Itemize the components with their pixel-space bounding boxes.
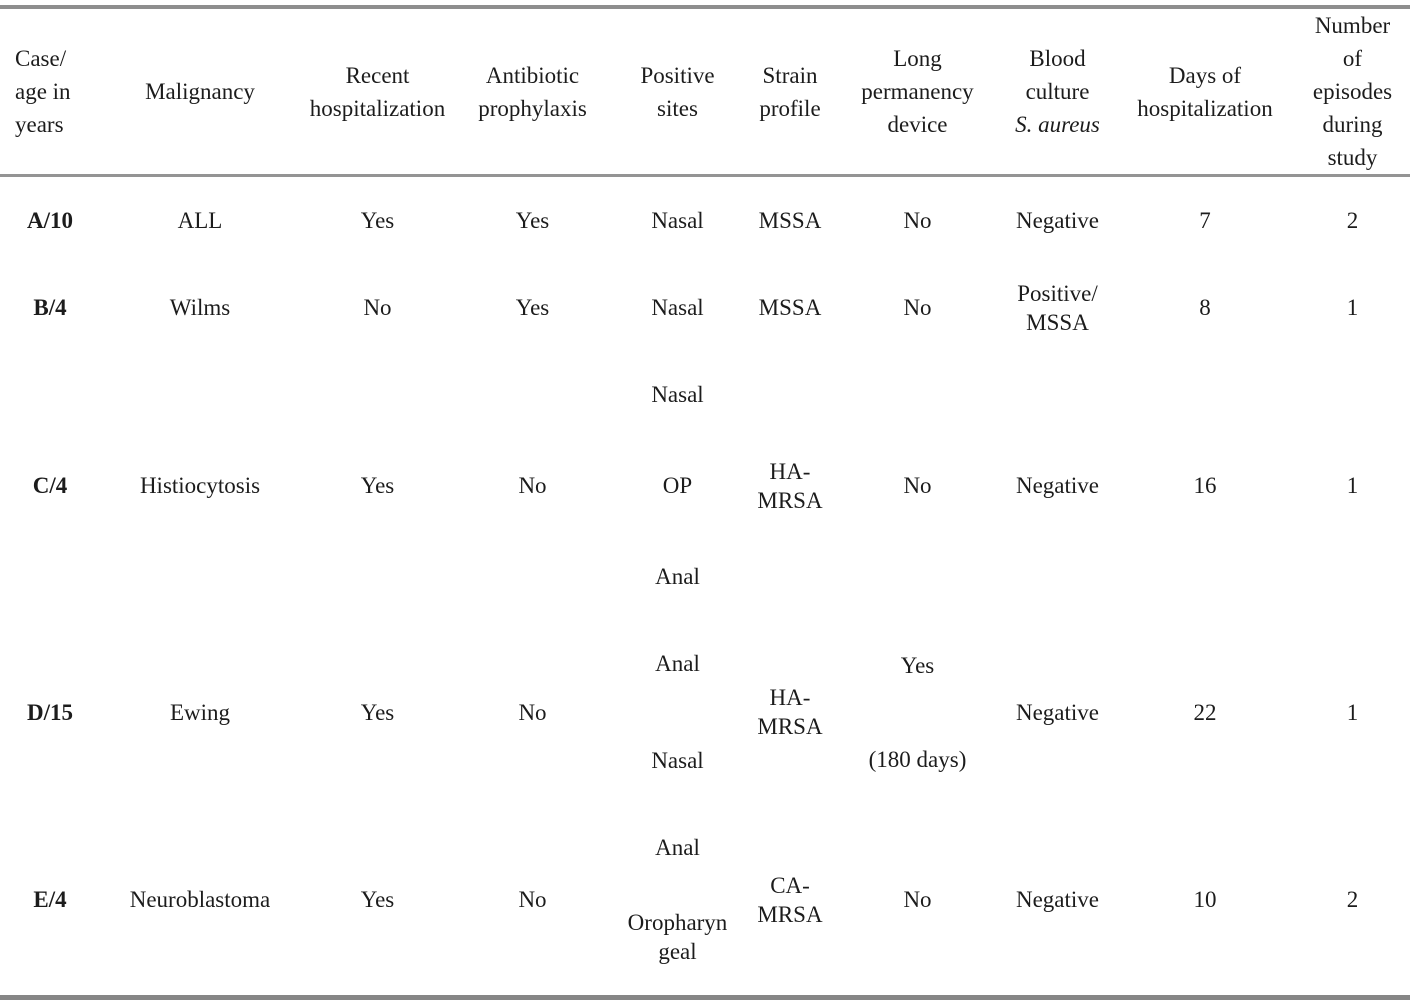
cell-days-of-hospitalization: 8 <box>1199 295 1211 320</box>
device-line: No <box>903 208 932 233</box>
cell-malignancy: Neuroblastoma <box>129 887 271 912</box>
cell-long-permanency-device: No <box>835 804 1000 998</box>
column-header-long-permanency-device: Long permanency device <box>861 46 974 137</box>
device-line: No <box>903 473 932 498</box>
cell-episodes: 2 <box>1346 887 1359 912</box>
cell-strain-profile: HA- MRSA <box>757 458 823 513</box>
cell-recent-hospitalization: No <box>363 295 392 320</box>
species-name-s-aureus: S. aureus <box>1015 112 1100 137</box>
site-line: Nasal <box>651 208 704 233</box>
column-header-case-age: Case/ age in years <box>15 46 71 137</box>
cell-case: E/4 <box>33 887 67 912</box>
cell-long-permanency-device: Yes (180 days) <box>835 620 1000 804</box>
site-line: Nasal <box>651 748 704 773</box>
cell-days-of-hospitalization: 16 <box>1193 473 1217 498</box>
cell-malignancy: ALL <box>177 208 223 233</box>
cell-long-permanency-device: No <box>835 264 1000 351</box>
cell-antibiotic-prophylaxis: Yes <box>515 208 550 233</box>
cell-case: C/4 <box>32 473 68 498</box>
table-row-case-e: E/4 Neuroblastoma Yes No Anal Oropharyn … <box>0 804 1410 998</box>
cell-malignancy: Wilms <box>169 295 231 320</box>
cell-blood-culture: Negative <box>1015 887 1099 912</box>
header-row: Case/ age in years Malignancy Recent hos… <box>0 7 1410 176</box>
cell-blood-culture: Positive/ MSSA <box>1017 280 1098 335</box>
cell-days-of-hospitalization: 10 <box>1193 887 1217 912</box>
cell-antibiotic-prophylaxis: No <box>518 699 547 725</box>
site-line: Anal <box>655 651 700 676</box>
cell-case: A/10 <box>27 208 73 233</box>
blood-culture-label: Blood culture <box>1025 46 1090 104</box>
cell-malignancy: Histiocytosis <box>139 473 261 498</box>
cell-recent-hospitalization: Yes <box>360 887 395 912</box>
site-line: Anal <box>655 835 700 860</box>
column-header-positive-sites: Positive sites <box>640 62 715 121</box>
cell-episodes: 1 <box>1346 473 1359 498</box>
cell-blood-culture: Negative <box>1015 699 1099 725</box>
cell-episodes: 1 <box>1346 699 1359 725</box>
site-line: OP <box>662 473 693 498</box>
column-header-days-of-hospitalization: Days of hospitalization <box>1137 62 1273 121</box>
patients-table: Case/ age in years Malignancy Recent hos… <box>0 5 1410 1000</box>
cell-strain-profile: HA- MRSA <box>757 685 823 739</box>
column-header-malignancy: Malignancy <box>145 79 255 104</box>
cell-antibiotic-prophylaxis: Yes <box>515 295 550 320</box>
column-header-antibiotic-prophylaxis: Antibiotic prophylaxis <box>478 62 587 121</box>
table-row-case-a: A/10 ALL Yes Yes Nasal MSSA No Negative … <box>0 176 1410 265</box>
cell-blood-culture: Negative <box>1015 208 1099 233</box>
device-line: Yes <box>900 652 935 678</box>
cell-positive-sites: Nasal <box>610 176 745 265</box>
cell-positive-sites: Nasal <box>610 264 745 351</box>
device-line: No <box>903 295 932 320</box>
table-row-case-c: C/4 Histiocytosis Yes No Nasal OP Anal H… <box>0 351 1410 620</box>
cell-days-of-hospitalization: 22 <box>1193 699 1217 725</box>
cell-malignancy: Ewing <box>169 699 231 725</box>
cell-case: D/15 <box>27 699 73 725</box>
cell-recent-hospitalization: Yes <box>360 699 395 725</box>
column-header-recent-hospitalization: Recent hospitalization <box>309 62 446 121</box>
cell-long-permanency-device: No <box>835 351 1000 620</box>
table-row-case-b: B/4 Wilms No Yes Nasal MSSA No Positive/… <box>0 264 1410 351</box>
site-line: Nasal <box>651 295 704 320</box>
cell-blood-culture: Negative <box>1015 473 1099 498</box>
cell-days-of-hospitalization: 7 <box>1199 208 1211 233</box>
column-header-blood-culture: Blood culture S. aureus <box>1000 7 1115 176</box>
cell-long-permanency-device: No <box>835 176 1000 265</box>
cell-strain-profile: MSSA <box>758 208 822 233</box>
cell-recent-hospitalization: Yes <box>360 208 395 233</box>
cell-antibiotic-prophylaxis: No <box>518 473 547 498</box>
cell-antibiotic-prophylaxis: No <box>518 887 547 912</box>
device-line: No <box>903 887 932 912</box>
cell-positive-sites: Nasal OP Anal <box>610 351 745 620</box>
cell-recent-hospitalization: Yes <box>360 473 395 498</box>
cell-positive-sites: Anal Nasal <box>610 620 745 804</box>
cell-episodes: 1 <box>1346 295 1359 320</box>
cell-strain-profile: MSSA <box>758 295 822 320</box>
column-header-number-of-episodes: Number of episodes during study <box>1312 13 1393 170</box>
site-line: Anal <box>655 564 700 589</box>
site-line: Oropharyn geal <box>627 910 728 964</box>
site-line: Nasal <box>651 382 704 407</box>
cell-episodes: 2 <box>1346 208 1359 233</box>
column-header-strain-profile: Strain profile <box>759 62 821 121</box>
table-row-case-d: D/15 Ewing Yes No Anal Nasal HA- MRSA Ye… <box>0 620 1410 804</box>
device-duration: (180 days) <box>868 746 967 772</box>
cell-strain-profile: CA- MRSA <box>757 872 823 927</box>
cell-case: B/4 <box>33 295 67 320</box>
cell-positive-sites: Anal Oropharyn geal <box>610 804 745 998</box>
